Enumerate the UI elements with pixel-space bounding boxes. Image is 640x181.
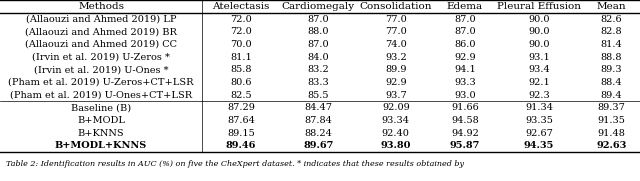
Text: 81.4: 81.4 <box>600 40 622 49</box>
Text: 82.5: 82.5 <box>230 90 252 100</box>
Text: 87.0: 87.0 <box>307 40 329 49</box>
Text: 92.63: 92.63 <box>596 141 627 150</box>
Text: 72.0: 72.0 <box>230 14 252 24</box>
Text: 87.0: 87.0 <box>454 27 476 36</box>
Text: 93.0: 93.0 <box>454 90 476 100</box>
Text: 86.0: 86.0 <box>454 40 476 49</box>
Text: (Irvin et al. 2019) U-Zeros *: (Irvin et al. 2019) U-Zeros * <box>32 52 170 62</box>
Text: 87.0: 87.0 <box>307 14 329 24</box>
Text: 92.09: 92.09 <box>382 103 410 112</box>
Text: 89.67: 89.67 <box>303 141 333 150</box>
Text: 94.35: 94.35 <box>524 141 554 150</box>
Text: 89.46: 89.46 <box>226 141 256 150</box>
Text: 92.1: 92.1 <box>528 78 550 87</box>
Text: 93.1: 93.1 <box>528 52 550 62</box>
Text: 92.40: 92.40 <box>382 129 410 138</box>
Text: 91.66: 91.66 <box>451 103 479 112</box>
Text: 90.0: 90.0 <box>528 40 550 49</box>
Text: 89.37: 89.37 <box>597 103 625 112</box>
Text: Atelectasis: Atelectasis <box>212 2 269 11</box>
Text: 83.2: 83.2 <box>307 65 329 74</box>
Text: Baseline (B): Baseline (B) <box>71 103 131 112</box>
Text: 91.35: 91.35 <box>597 116 625 125</box>
Text: (Allaouzi and Ahmed 2019) LP: (Allaouzi and Ahmed 2019) LP <box>26 14 176 24</box>
Text: 89.15: 89.15 <box>227 129 255 138</box>
Text: 92.9: 92.9 <box>454 52 476 62</box>
Text: 83.3: 83.3 <box>307 78 329 87</box>
Text: 93.34: 93.34 <box>382 116 410 125</box>
Text: Cardiomegaly: Cardiomegaly <box>282 2 355 11</box>
Text: 81.1: 81.1 <box>230 52 252 62</box>
Text: Mean: Mean <box>596 2 626 11</box>
Text: (Irvin et al. 2019) U-Ones *: (Irvin et al. 2019) U-Ones * <box>34 65 168 74</box>
Text: 93.80: 93.80 <box>381 141 411 150</box>
Text: Table 2: Identification results in AUC (%) on five the CheXpert dataset. * indic: Table 2: Identification results in AUC (… <box>6 160 465 168</box>
Text: (Pham et al. 2019) U-Ones+CT+LSR: (Pham et al. 2019) U-Ones+CT+LSR <box>10 90 192 100</box>
Text: 89.3: 89.3 <box>600 65 622 74</box>
Text: 92.67: 92.67 <box>525 129 553 138</box>
Text: 92.3: 92.3 <box>528 90 550 100</box>
Text: 93.7: 93.7 <box>385 90 406 100</box>
Text: 94.58: 94.58 <box>451 116 479 125</box>
Text: 91.48: 91.48 <box>597 129 625 138</box>
Text: B+KNNS: B+KNNS <box>77 129 124 138</box>
Text: 90.0: 90.0 <box>528 14 550 24</box>
Text: 94.1: 94.1 <box>454 65 476 74</box>
Text: 88.0: 88.0 <box>308 27 329 36</box>
Text: 72.0: 72.0 <box>230 27 252 36</box>
Text: B+MODL+KNNS: B+MODL+KNNS <box>55 141 147 150</box>
Text: Consolidation: Consolidation <box>360 2 432 11</box>
Text: 84.47: 84.47 <box>304 103 332 112</box>
Text: 77.0: 77.0 <box>385 14 406 24</box>
Text: 82.6: 82.6 <box>600 14 622 24</box>
Text: 87.84: 87.84 <box>305 116 332 125</box>
Text: 93.2: 93.2 <box>385 52 406 62</box>
Text: 95.87: 95.87 <box>450 141 480 150</box>
Text: 92.9: 92.9 <box>385 78 406 87</box>
Text: 89.4: 89.4 <box>600 90 622 100</box>
Text: 87.0: 87.0 <box>454 14 476 24</box>
Text: 88.8: 88.8 <box>600 52 622 62</box>
Text: 93.35: 93.35 <box>525 116 553 125</box>
Text: 70.0: 70.0 <box>230 40 252 49</box>
Text: Methods: Methods <box>78 2 124 11</box>
Text: 77.0: 77.0 <box>385 27 406 36</box>
Text: 85.5: 85.5 <box>308 90 329 100</box>
Text: 87.64: 87.64 <box>227 116 255 125</box>
Text: 84.0: 84.0 <box>307 52 329 62</box>
Text: 93.3: 93.3 <box>454 78 476 87</box>
Text: 74.0: 74.0 <box>385 40 406 49</box>
Text: (Pham et al. 2019) U-Zeros+CT+LSR: (Pham et al. 2019) U-Zeros+CT+LSR <box>8 78 194 87</box>
Text: 88.24: 88.24 <box>305 129 332 138</box>
Text: 93.4: 93.4 <box>528 65 550 74</box>
Text: 82.8: 82.8 <box>600 27 622 36</box>
Text: Pleural Effusion: Pleural Effusion <box>497 2 581 11</box>
Text: 80.6: 80.6 <box>230 78 252 87</box>
Text: (Allaouzi and Ahmed 2019) BR: (Allaouzi and Ahmed 2019) BR <box>25 27 177 36</box>
Text: 90.0: 90.0 <box>528 27 550 36</box>
Text: Edema: Edema <box>447 2 483 11</box>
Text: B+MODL: B+MODL <box>77 116 125 125</box>
Text: 91.34: 91.34 <box>525 103 553 112</box>
Text: 87.29: 87.29 <box>227 103 255 112</box>
Text: 85.8: 85.8 <box>230 65 252 74</box>
Text: 94.92: 94.92 <box>451 129 479 138</box>
Text: 89.9: 89.9 <box>385 65 406 74</box>
Text: (Allaouzi and Ahmed 2019) CC: (Allaouzi and Ahmed 2019) CC <box>25 40 177 49</box>
Text: 88.4: 88.4 <box>600 78 622 87</box>
